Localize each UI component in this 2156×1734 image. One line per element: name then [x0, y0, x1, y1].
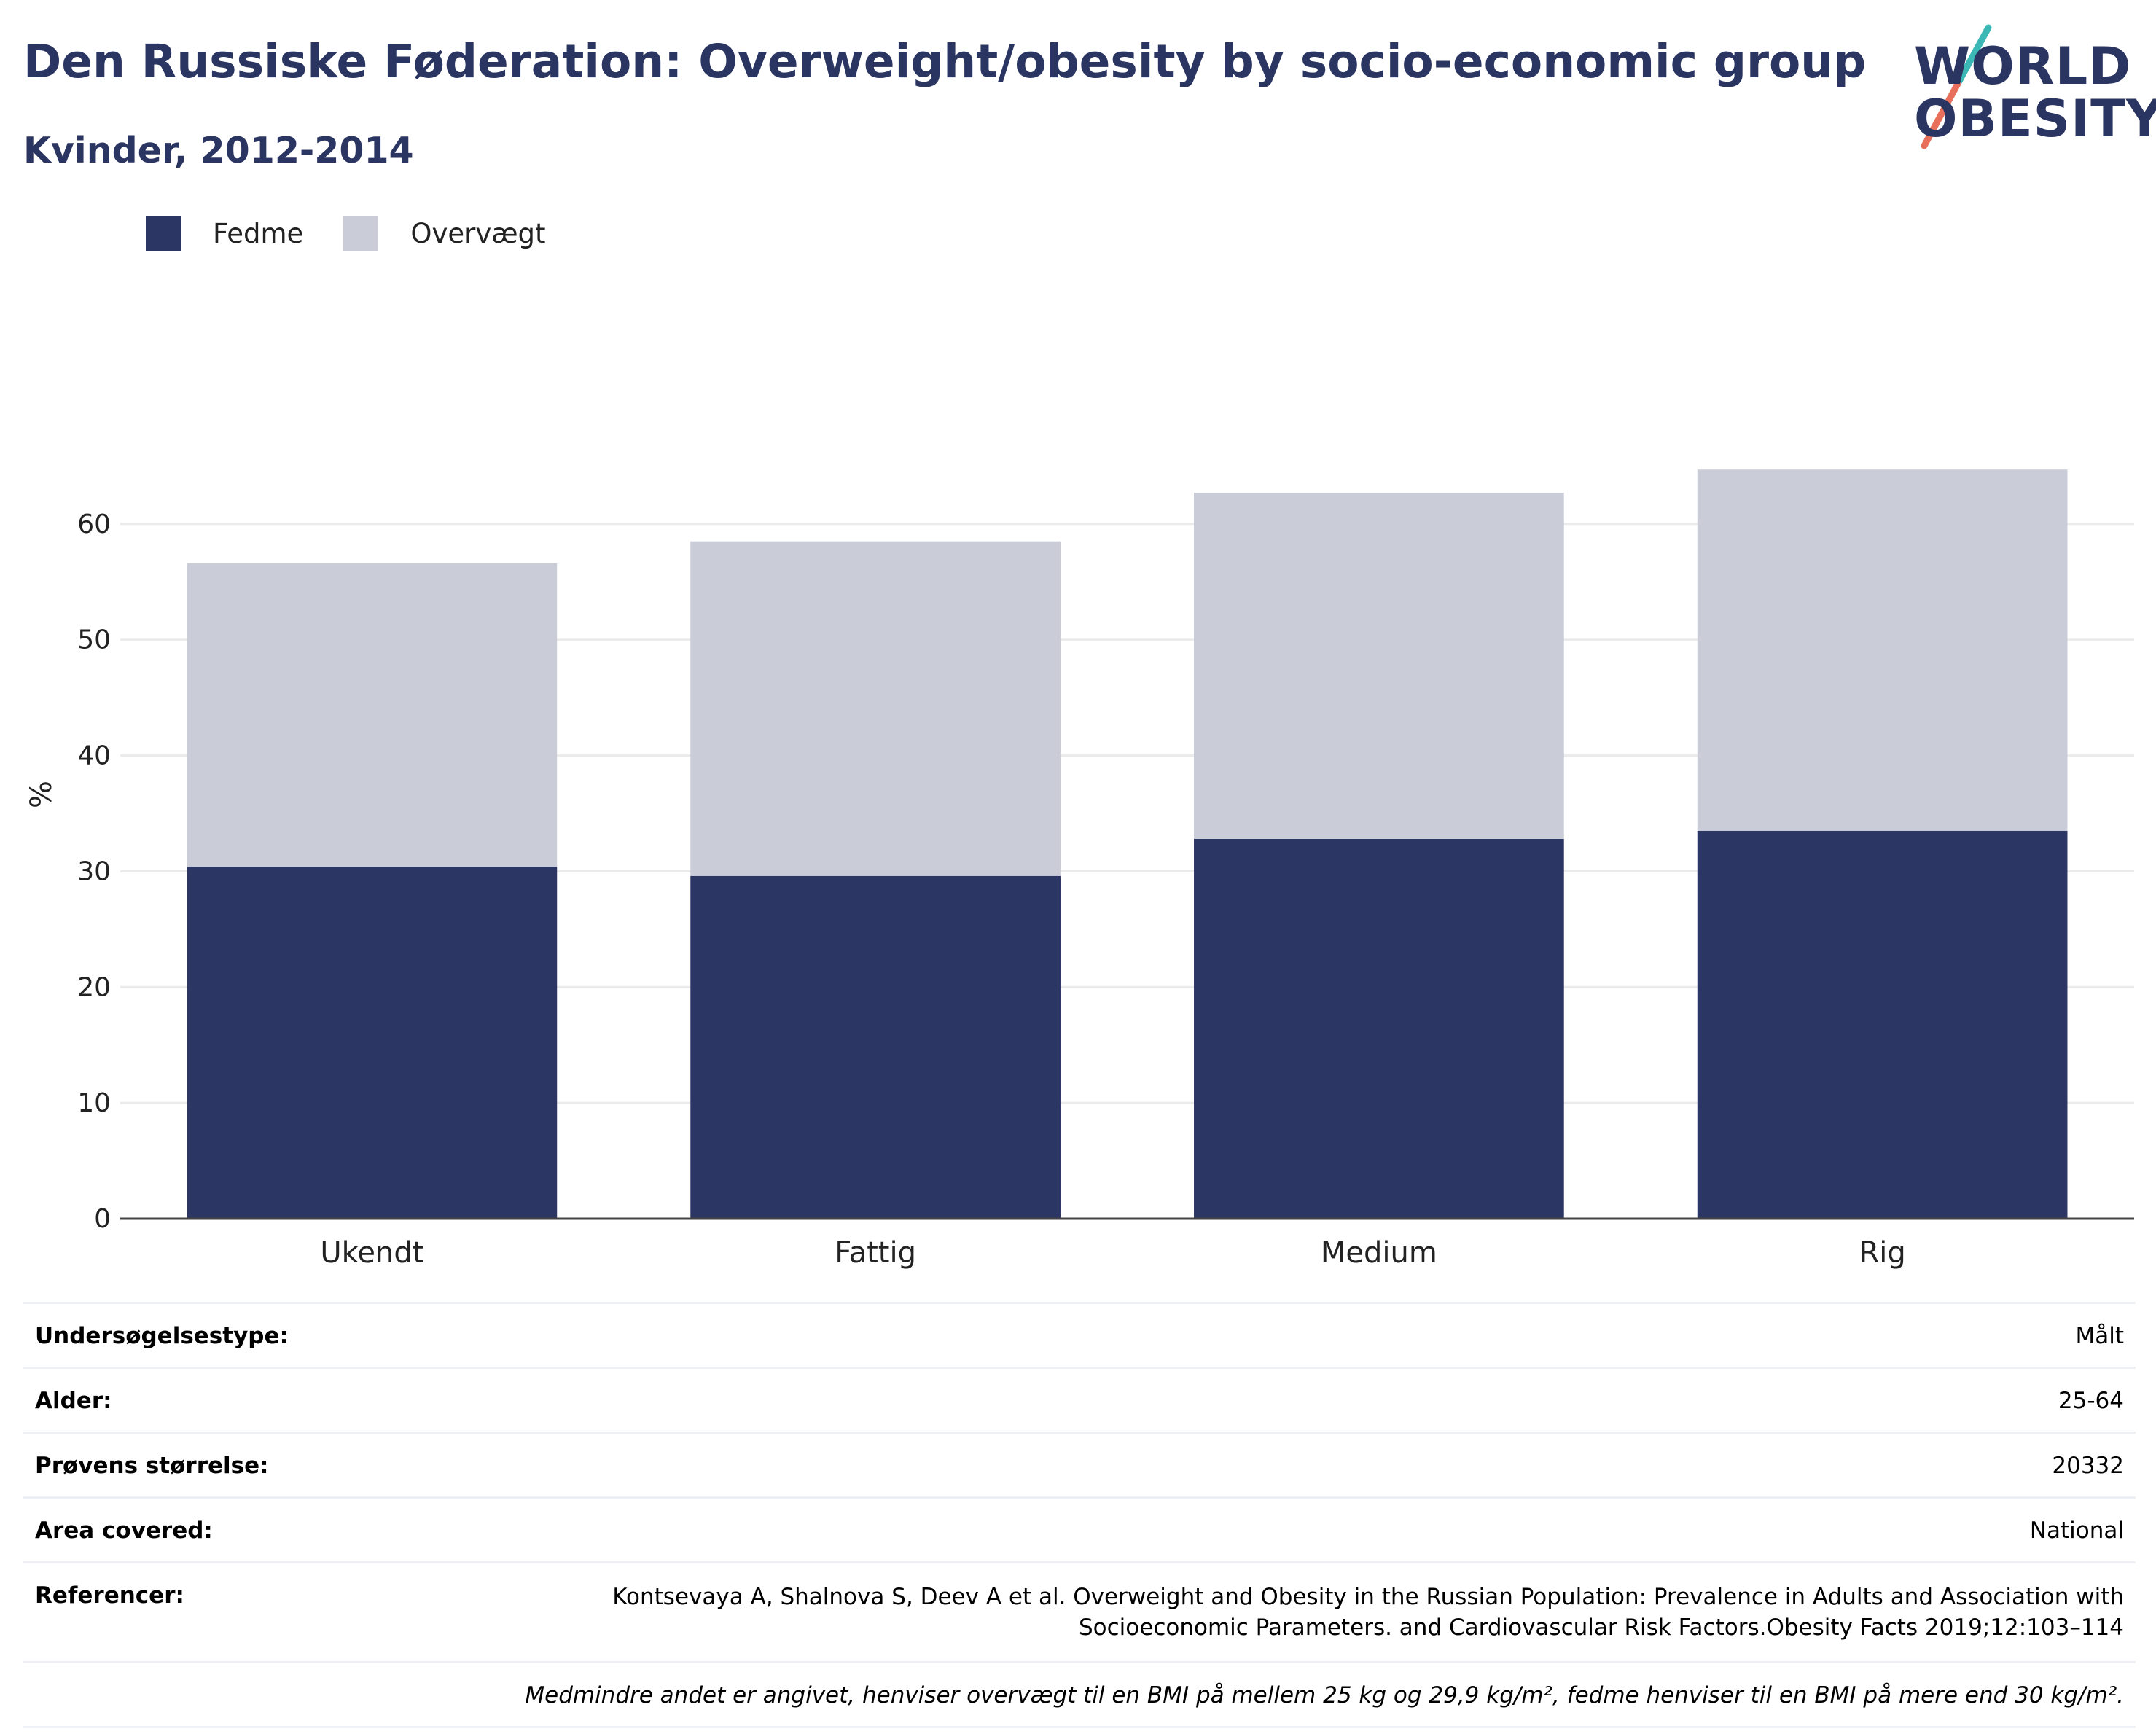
- info-value: Kontsevaya A, Shalnova S, Deev A et al. …: [612, 1584, 2124, 1641]
- legend-swatch-fedme: [146, 216, 181, 251]
- logo-text-world: WORLD: [1914, 36, 2132, 96]
- y-tick-label: 30: [77, 856, 111, 886]
- info-label: Alder:: [35, 1388, 112, 1414]
- info-row-age: Alder: 25-64: [23, 1367, 2136, 1432]
- info-label: Undersøgelsestype:: [35, 1323, 289, 1349]
- footnote: Medmindre andet er angivet, henviser ove…: [23, 1660, 2136, 1728]
- footnote-text: Medmindre andet er angivet, henviser ove…: [525, 1682, 2124, 1708]
- y-tick-label: 40: [77, 741, 111, 771]
- legend-swatch-overvaegt: [343, 216, 379, 251]
- info-row-sample-size: Prøvens størrelse: 20332: [23, 1432, 2136, 1496]
- legend-item-fedme[interactable]: Fedme: [146, 216, 303, 251]
- y-tick-label: 60: [77, 509, 111, 539]
- legend-item-overvaegt[interactable]: Overvægt: [343, 216, 546, 251]
- info-row-references: Referencer: Kontsevaya A, Shalnova S, De…: [23, 1561, 2136, 1661]
- legend-label-fedme: Fedme: [213, 217, 304, 249]
- info-value: 20332: [2052, 1453, 2124, 1479]
- x-tick-label: Fattig: [835, 1236, 916, 1270]
- y-axis-label: %: [25, 781, 58, 808]
- bar-chart: 0 10 20 30 40 50 60% Ukendt Fattig Medium Rig: [25, 469, 2134, 1270]
- info-label: Referencer:: [35, 1582, 184, 1609]
- bar-overvgt-rig: [1697, 469, 2068, 831]
- info-label: Prøvens størrelse:: [35, 1453, 269, 1479]
- logo-text-obesity: OBESITY: [1914, 89, 2156, 149]
- info-table: Undersøgelsestype: Målt Alder: 25-64 Prø…: [23, 1302, 2136, 1728]
- legend-label-overvaegt: Overvægt: [410, 217, 546, 249]
- x-tick-label: Ukendt: [320, 1236, 423, 1270]
- bar-fedme-rig: [1697, 830, 2068, 1219]
- info-row-area: Area covered: National: [23, 1496, 2136, 1561]
- chart-title: Den Russiske Føderation: Overweight/obes…: [23, 35, 1867, 88]
- chart-subtitle: Kvinder, 2012-2014: [23, 130, 414, 171]
- bar-overvgt-fattig: [690, 541, 1061, 876]
- world-obesity-logo[interactable]: WORLD OBESITY: [1902, 22, 2156, 153]
- info-value: 25-64: [2058, 1388, 2124, 1414]
- bar-fedme-medium: [1194, 838, 1564, 1219]
- chart-legend: Fedme Overvægt: [146, 216, 586, 251]
- bar-fedme-ukendt: [187, 867, 558, 1219]
- info-value: National: [2029, 1518, 2124, 1544]
- bar-fedme-fattig: [690, 875, 1061, 1219]
- x-tick-label: Rig: [1859, 1236, 1905, 1270]
- x-tick-label: Medium: [1321, 1236, 1437, 1270]
- bar-overvgt-medium: [1194, 492, 1564, 839]
- info-value: Målt: [2075, 1323, 2124, 1349]
- y-tick-label: 10: [77, 1088, 111, 1118]
- y-tick-label: 50: [77, 625, 111, 655]
- y-tick-label: 0: [94, 1204, 111, 1234]
- bar-overvgt-ukendt: [187, 563, 558, 867]
- logo-slash-icon: [1921, 24, 1992, 149]
- y-tick-label: 20: [77, 972, 111, 1002]
- info-row-survey-type: Undersøgelsestype: Målt: [23, 1302, 2136, 1367]
- info-label: Area covered:: [35, 1518, 213, 1544]
